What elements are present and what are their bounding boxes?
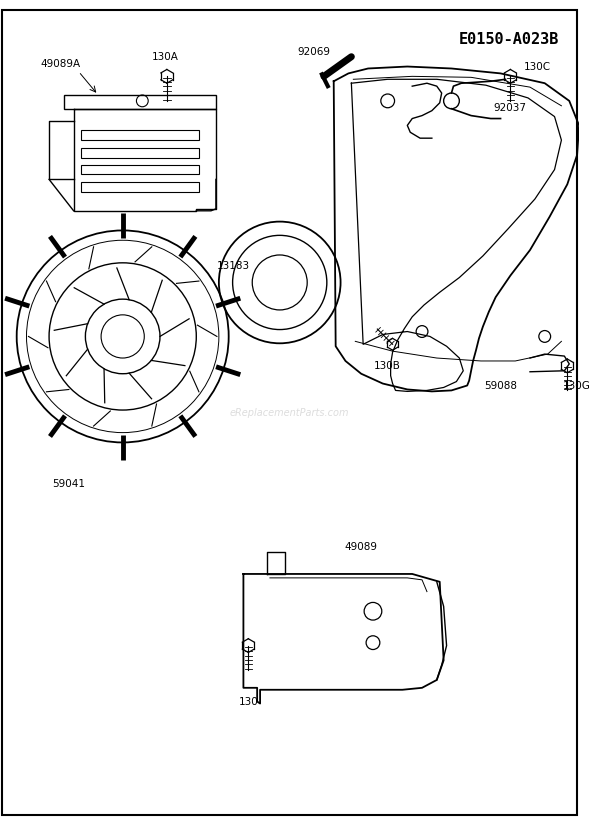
Text: E0150-A023B: E0150-A023B	[459, 32, 559, 47]
Bar	[81, 130, 199, 140]
Text: 130C: 130C	[525, 62, 552, 72]
Text: 49089: 49089	[345, 543, 378, 553]
Bar	[81, 165, 199, 175]
Bar	[81, 182, 199, 192]
Text: 92037: 92037	[494, 103, 527, 113]
Bar	[81, 148, 199, 158]
Text: 92069: 92069	[297, 47, 330, 57]
Text: 130G: 130G	[563, 380, 590, 390]
Text: 59088: 59088	[484, 380, 517, 390]
Text: eReplacementParts.com: eReplacementParts.com	[230, 408, 349, 418]
Text: 130A: 130A	[152, 52, 178, 62]
Text: 49089A: 49089A	[41, 59, 81, 68]
Text: 130B: 130B	[374, 361, 401, 371]
Text: 13183: 13183	[217, 261, 250, 271]
Text: 130: 130	[238, 696, 258, 706]
Bar	[64, 95, 216, 109]
Text: 59041: 59041	[52, 478, 85, 488]
